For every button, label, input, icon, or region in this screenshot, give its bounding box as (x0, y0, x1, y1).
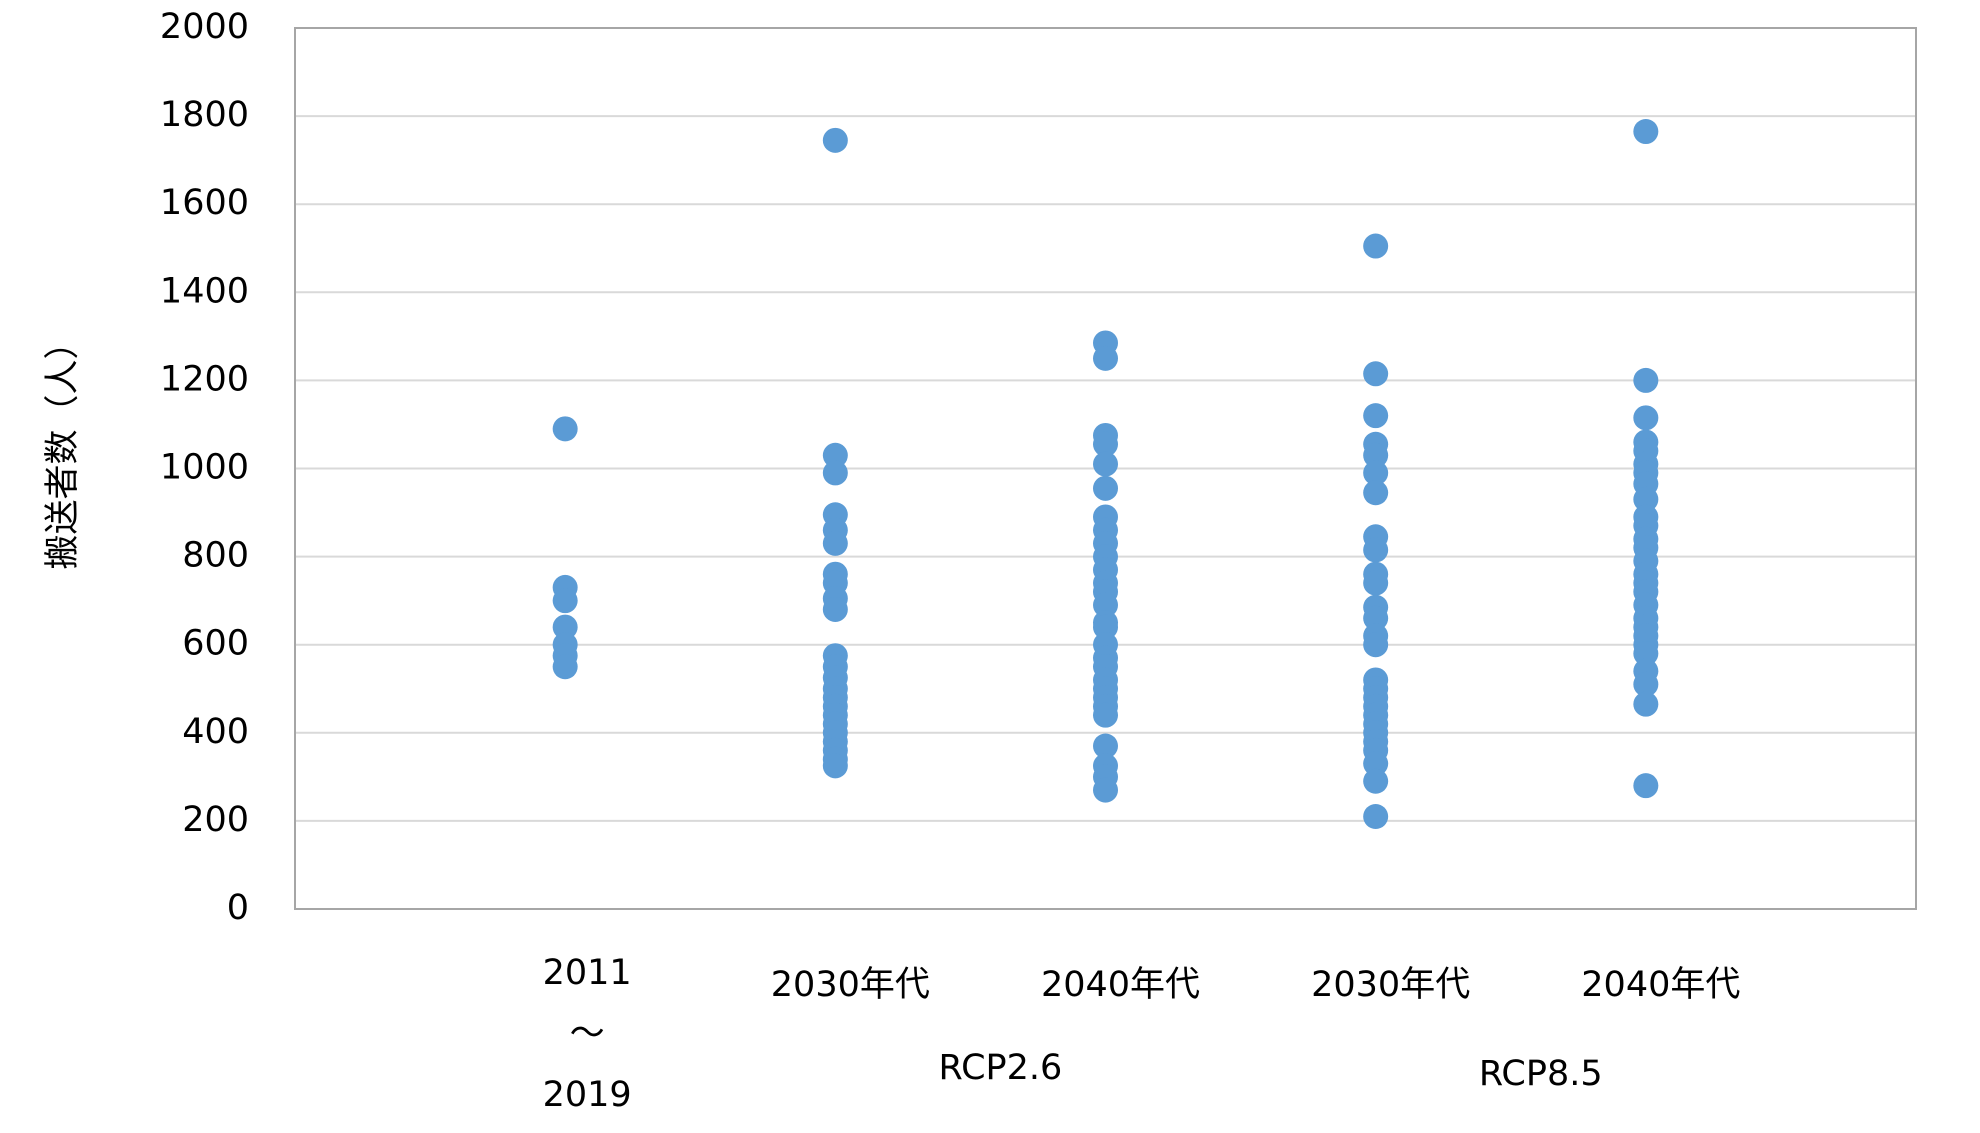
data-point (822, 596, 848, 622)
x-tick-label: 2019 (543, 1075, 632, 1115)
data-point (822, 460, 848, 486)
data-point (552, 614, 578, 640)
data-point (1363, 570, 1389, 596)
data-point (1093, 614, 1118, 640)
data-point (552, 416, 578, 442)
data-point (1363, 403, 1389, 429)
data-point (552, 588, 578, 614)
data-point (1363, 460, 1389, 486)
data-point (822, 753, 848, 779)
data-point (822, 530, 848, 556)
y-tick-label: 1000 (160, 448, 249, 488)
x-tick-label: ～ (570, 1014, 605, 1054)
y-tick-label: 1600 (160, 183, 249, 223)
data-point (1363, 803, 1389, 829)
x-tick-label: 2040年代 (1041, 965, 1200, 1005)
y-tick-label: 1800 (160, 95, 249, 135)
data-point (1633, 773, 1659, 799)
data-point (1093, 702, 1118, 728)
data-point (1363, 751, 1389, 777)
group-label: RCP2.6 (939, 1048, 1063, 1088)
y-tick-label: 2000 (160, 7, 249, 47)
data-point (822, 127, 848, 153)
plot-frame (294, 27, 1917, 910)
data-point (1363, 537, 1389, 563)
data-point (1093, 475, 1118, 501)
y-tick-label: 0 (227, 888, 249, 928)
data-point (1363, 768, 1389, 794)
data-point (1093, 345, 1118, 371)
x-tick-label: 2030年代 (1311, 965, 1470, 1005)
data-point (1633, 119, 1659, 145)
data-point (1633, 367, 1659, 393)
x-tick-label: 2030年代 (771, 965, 930, 1005)
y-tick-label: 1400 (160, 271, 249, 311)
data-point (1363, 632, 1389, 658)
y-tick-label: 1200 (160, 359, 249, 399)
x-tick-label: 2040年代 (1581, 965, 1740, 1005)
data-point (1633, 641, 1659, 667)
data-point (552, 654, 578, 680)
data-point (1363, 442, 1389, 468)
data-point (1093, 592, 1118, 618)
y-axis-label: 搬送者数（人） (43, 324, 83, 569)
data-point (1363, 233, 1389, 259)
data-point (1093, 431, 1118, 457)
data-point (1363, 605, 1389, 631)
data-point (1633, 486, 1659, 512)
data-point (1093, 451, 1118, 477)
data-point (1633, 405, 1659, 431)
group-label: RCP8.5 (1479, 1054, 1603, 1094)
x-tick-label: 2011 (543, 953, 632, 993)
data-point (1633, 691, 1659, 717)
y-tick-label: 200 (182, 800, 249, 840)
data-point (1633, 671, 1659, 697)
data-point (822, 442, 848, 468)
data-point (1093, 777, 1118, 803)
y-tick-label: 800 (182, 536, 249, 576)
data-point (1363, 480, 1389, 506)
data-point (1093, 733, 1118, 759)
y-tick-label: 400 (182, 712, 249, 752)
y-tick-label: 600 (182, 624, 249, 664)
data-point (1363, 361, 1389, 387)
